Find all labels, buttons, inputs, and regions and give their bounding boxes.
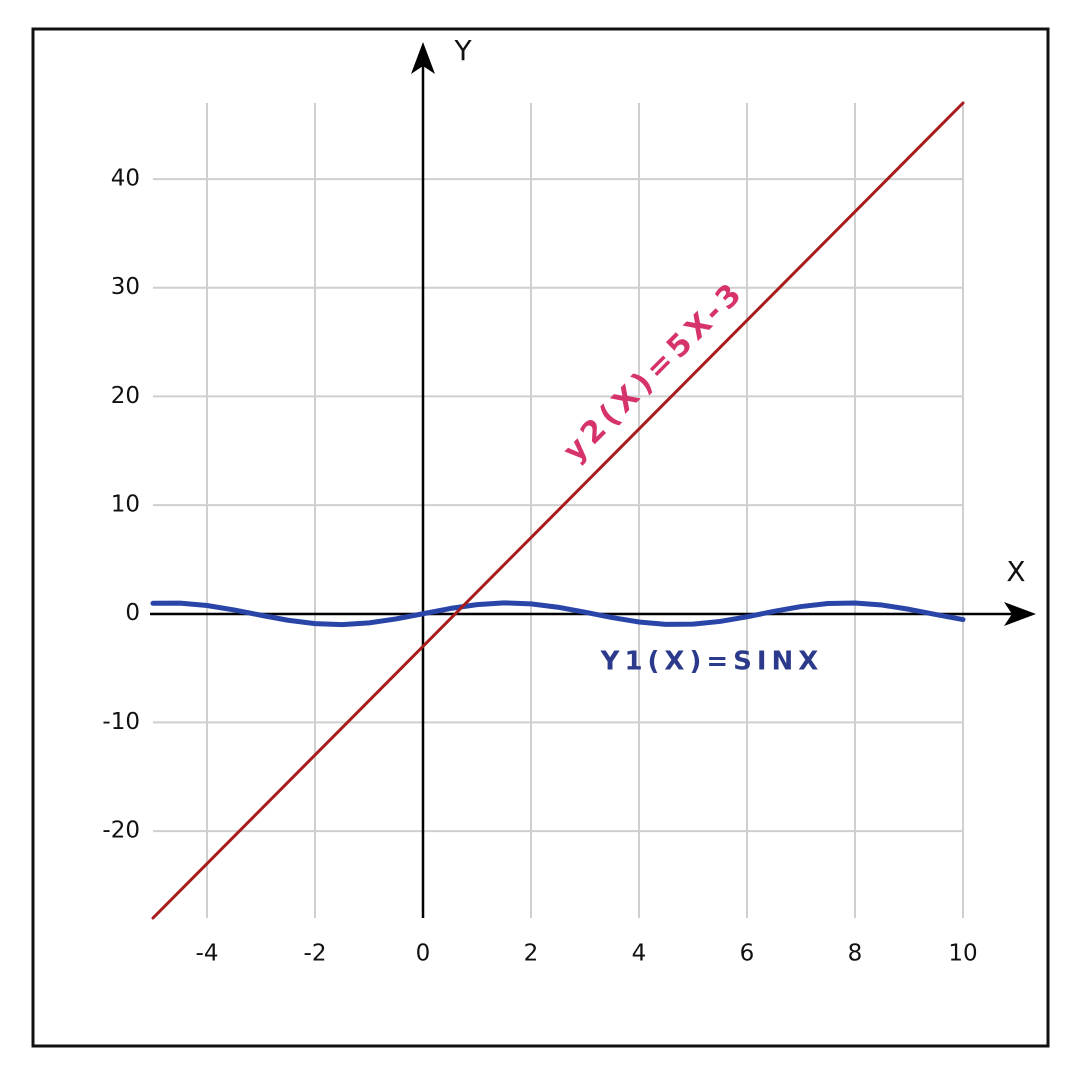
y-arrow [411, 42, 435, 74]
x-tick-label: -2 [304, 941, 327, 967]
x-tick-label: 8 [848, 941, 863, 967]
y-tick-label: 0 [125, 600, 140, 626]
x-tick-label: 6 [740, 941, 755, 967]
x-tick-label: 4 [632, 941, 647, 967]
x-tick-label: -4 [196, 941, 219, 967]
x-tick-label: 2 [524, 941, 539, 967]
y-tick-label: -10 [102, 709, 140, 735]
series-label: Y1(X)=SINX [600, 647, 824, 677]
y-tick-label: 10 [111, 492, 140, 518]
y-tick-label: 20 [111, 383, 140, 409]
x-axis-label: X [1006, 555, 1025, 588]
y-tick-label: 30 [111, 274, 140, 300]
series-line [150, 600, 966, 628]
y-axis-label: Y [453, 34, 472, 67]
x-arrow [1004, 602, 1036, 626]
y-tick-label: -20 [102, 818, 140, 844]
x-tick-label: 0 [416, 941, 431, 967]
y-tick-label: 40 [111, 166, 140, 192]
plot [150, 101, 966, 920]
x-tick-label: 10 [948, 941, 977, 967]
series-line [151, 101, 965, 920]
frame [31, 27, 1050, 1048]
